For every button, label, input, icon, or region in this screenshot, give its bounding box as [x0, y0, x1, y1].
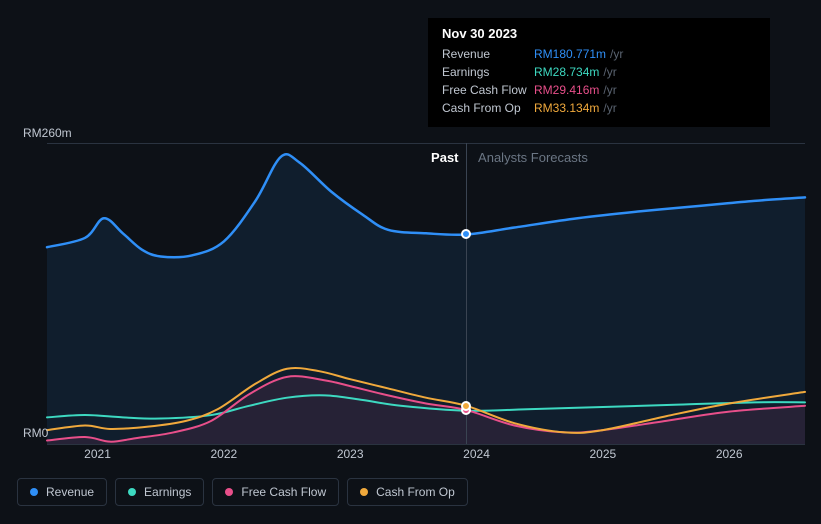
tooltip-value: RM29.416m	[534, 81, 599, 99]
legend-label: Cash From Op	[376, 485, 455, 499]
x-axis: 2021 2022 2023 2024 2025 2026	[47, 447, 805, 463]
x-axis-label: 2026	[716, 447, 743, 461]
y-axis-label: RM260m	[23, 126, 72, 140]
x-axis-label: 2023	[337, 447, 364, 461]
legend-dot-icon	[225, 488, 233, 496]
series-marker	[461, 229, 471, 239]
tooltip-unit: /yr	[603, 63, 616, 81]
tooltip-value: RM33.134m	[534, 99, 599, 117]
forecast-section-label: Analysts Forecasts	[478, 150, 588, 165]
tooltip-label: Earnings	[442, 63, 534, 81]
tooltip-unit: /yr	[610, 45, 623, 63]
legend: Revenue Earnings Free Cash Flow Cash From O…	[17, 478, 468, 506]
y-axis-label: RM0	[23, 426, 48, 440]
series-fill	[47, 154, 805, 444]
tooltip-row: Cash From OpRM33.134m/yr	[442, 99, 756, 117]
legend-dot-icon	[30, 488, 38, 496]
tooltip-label: Revenue	[442, 45, 534, 63]
x-axis-label: 2024	[463, 447, 490, 461]
tooltip-row: EarningsRM28.734m/yr	[442, 63, 756, 81]
past-forecast-divider	[466, 143, 467, 444]
tooltip-row: RevenueRM180.771m/yr	[442, 45, 756, 63]
legend-dot-icon	[360, 488, 368, 496]
chart-plot	[47, 143, 805, 444]
tooltip-label: Cash From Op	[442, 99, 534, 117]
legend-item[interactable]: Cash From Op	[347, 478, 468, 506]
legend-label: Revenue	[46, 485, 94, 499]
chart-tooltip: Nov 30 2023 RevenueRM180.771m/yrEarnings…	[428, 18, 770, 127]
tooltip-row: Free Cash FlowRM29.416m/yr	[442, 81, 756, 99]
series-marker	[461, 401, 471, 411]
legend-item[interactable]: Free Cash Flow	[212, 478, 339, 506]
tooltip-unit: /yr	[603, 81, 616, 99]
legend-dot-icon	[128, 488, 136, 496]
tooltip-date: Nov 30 2023	[442, 26, 756, 41]
legend-label: Earnings	[144, 485, 191, 499]
legend-label: Free Cash Flow	[241, 485, 326, 499]
tooltip-unit: /yr	[603, 99, 616, 117]
legend-item[interactable]: Earnings	[115, 478, 204, 506]
past-section-label: Past	[431, 150, 458, 165]
x-axis-label: 2022	[211, 447, 238, 461]
x-axis-label: 2021	[84, 447, 111, 461]
gridline	[47, 444, 805, 445]
tooltip-value: RM28.734m	[534, 63, 599, 81]
legend-item[interactable]: Revenue	[17, 478, 107, 506]
chart-area: Nov 30 2023 RevenueRM180.771m/yrEarnings…	[17, 0, 805, 470]
x-axis-label: 2025	[590, 447, 617, 461]
tooltip-label: Free Cash Flow	[442, 81, 534, 99]
tooltip-value: RM180.771m	[534, 45, 606, 63]
